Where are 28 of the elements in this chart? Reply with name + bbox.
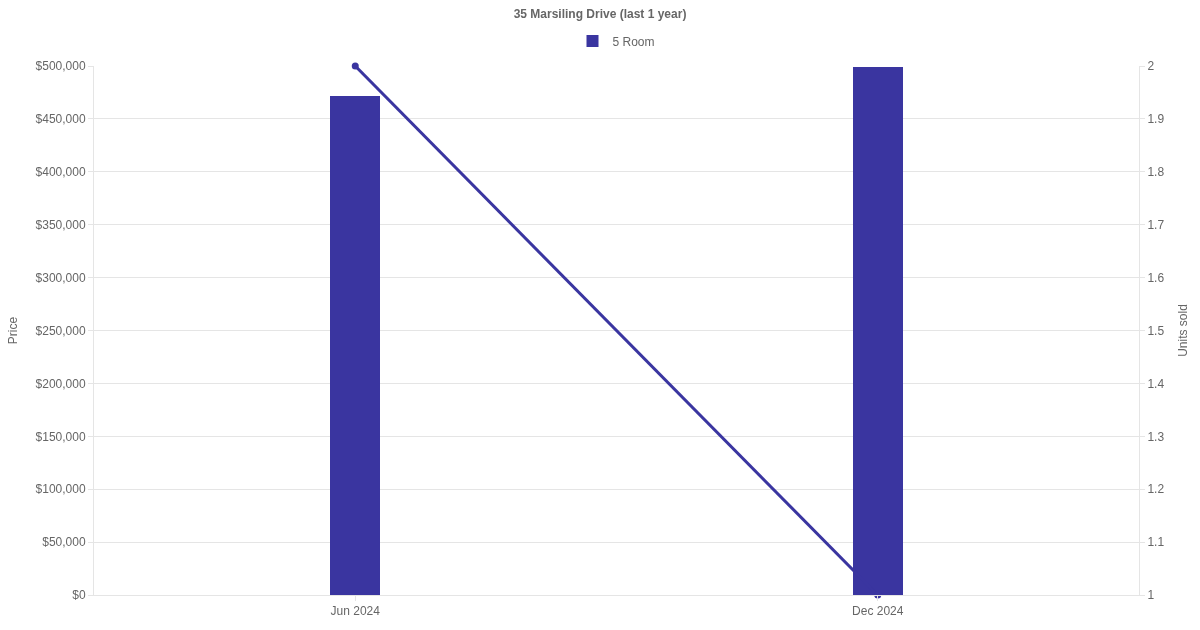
y-tick-label: $300,000	[35, 270, 86, 285]
y2-tick-label: 1.7	[1147, 217, 1165, 232]
y-axis-title: Price	[5, 316, 20, 345]
y2-tick-label: 1.3	[1147, 429, 1165, 444]
y2-tick-label: 1.2	[1147, 482, 1165, 497]
y-tick-label: $450,000	[35, 112, 86, 127]
x-tick-label: Jun 2024	[330, 604, 381, 619]
y-tick-label: $500,000	[35, 59, 86, 74]
y2-tick-label: 1.8	[1147, 165, 1165, 179]
y2-tick-label: 1.4	[1147, 376, 1165, 391]
y2-tick-label: 1.9	[1147, 112, 1165, 127]
chart-title: 35 Marsiling Drive (last 1 year)	[513, 6, 687, 21]
legend-label: 5 Room	[612, 34, 655, 49]
y-tick-label: $50,000	[42, 535, 86, 550]
y2-axis-title: Units sold	[1176, 304, 1191, 357]
y-tick-label: $100,000	[35, 482, 86, 497]
x-tick-label: Dec 2024	[852, 604, 904, 619]
y-tick-label: $200,000	[35, 376, 86, 391]
y-tick-label: $0	[72, 588, 86, 603]
y-tick-label: $250,000	[35, 323, 86, 338]
y2-tick-label: 1.6	[1147, 270, 1165, 285]
y2-tick-label: 1	[1147, 588, 1155, 603]
y2-tick-label: 2	[1147, 59, 1155, 74]
y-tick-label: $150,000	[35, 429, 86, 444]
y-tick-label: $400,000	[35, 165, 86, 179]
y-tick-label: $350,000	[35, 217, 86, 232]
y2-tick-label: 1.1	[1147, 535, 1165, 550]
y2-tick-label: 1.5	[1147, 323, 1165, 338]
